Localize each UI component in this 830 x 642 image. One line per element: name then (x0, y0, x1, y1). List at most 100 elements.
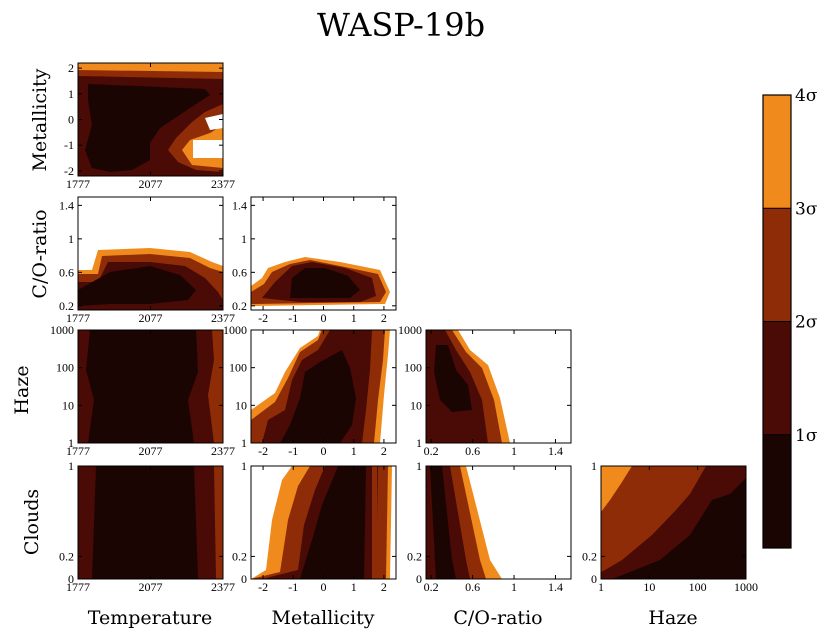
colorbar-tick-label: 1σ (795, 426, 818, 446)
y-axis-label-co-text: C/O-ratio (29, 209, 51, 298)
x-tick-label: 0 (321, 580, 327, 594)
x-tick-label: 2077 (139, 311, 163, 325)
y-axis-label-metallicity: Metallicity (29, 68, 51, 171)
x-tick-label: -2 (258, 444, 268, 458)
panel-frame (425, 329, 572, 444)
colorbar-tick-label: 4σ (795, 86, 818, 106)
y-tick-label: 1 (241, 459, 247, 473)
x-tick-label: 1 (351, 311, 357, 325)
y-tick-label: 0 (416, 572, 422, 586)
y-tick-label: 0 (241, 572, 247, 586)
y-axis-label-co: C/O-ratio (29, 209, 51, 298)
panel-metallicity-haze (251, 330, 396, 443)
y-tick-label: 1 (68, 436, 74, 450)
y-tick-label: -1 (64, 138, 74, 152)
x-tick-label: 1 (511, 580, 517, 594)
y-tick-label: 0 (68, 113, 74, 127)
colorbar-tick-label: 2σ (795, 313, 818, 333)
panel-metallicity-co (251, 197, 396, 310)
contour-level-1 (92, 466, 198, 579)
x-tick-label: 1777 (66, 177, 90, 191)
x-tick-label: 2077 (139, 177, 163, 191)
x-axis-label-temperature: Temperature (88, 607, 212, 629)
y-tick-label: 10 (62, 398, 74, 412)
x-tick-label: -2 (258, 311, 268, 325)
y-tick-label: 0.2 (59, 299, 74, 313)
panel-frame (600, 465, 747, 580)
x-tick-label: 1 (598, 580, 604, 594)
x-axis-label-haze: Haze (648, 607, 697, 629)
x-tick-label: 0.2 (424, 580, 439, 594)
x-tick-label: 2377 (211, 177, 235, 191)
y-tick-label: 100 (56, 361, 74, 375)
y-tick-label: 1 (416, 436, 422, 450)
x-tick-label: 0.6 (465, 444, 480, 458)
y-tick-label: 1000 (50, 323, 74, 337)
y-tick-label: 1000 (223, 323, 247, 337)
y-tick-label: 1 (68, 232, 74, 246)
x-tick-label: 2 (381, 580, 387, 594)
x-tick-label: 1.4 (548, 444, 563, 458)
x-tick-label: 2377 (211, 444, 235, 458)
x-tick-label: 0 (321, 444, 327, 458)
y-tick-label: 0.6 (59, 265, 74, 279)
x-tick-label: 2077 (139, 444, 163, 458)
panel-haze-clouds (601, 466, 746, 579)
contour-level-4 (601, 466, 632, 512)
y-tick-label: 100 (404, 361, 422, 375)
x-tick-label: 0.2 (424, 444, 439, 458)
y-tick-label: 2 (68, 61, 74, 75)
y-tick-label: 0.2 (59, 549, 74, 563)
y-tick-label: 1 (591, 459, 597, 473)
x-tick-label: 2077 (139, 580, 163, 594)
x-tick-label: 1.4 (548, 580, 563, 594)
x-axis-label-co: C/O-ratio (453, 607, 542, 629)
x-tick-label: 1000 (734, 580, 758, 594)
y-tick-label: 1 (68, 459, 74, 473)
y-tick-label: 0.2 (407, 549, 422, 563)
x-tick-label: 2 (381, 444, 387, 458)
panel-temperature-metallicity (78, 63, 223, 176)
x-tick-label: 2377 (211, 311, 235, 325)
x-tick-label: 1 (351, 580, 357, 594)
y-tick-label: 10 (235, 398, 247, 412)
contour-level-1 (86, 330, 198, 443)
contour-level-1 (85, 84, 210, 172)
y-axis-label-haze: Haze (11, 365, 33, 414)
y-axis-label-haze-text: Haze (11, 365, 33, 414)
x-axis-label-metallicity: Metallicity (272, 607, 375, 629)
contour-level-3 (601, 466, 706, 572)
y-tick-label: 100 (229, 361, 247, 375)
x-tick-label: 100 (689, 580, 707, 594)
colorbar-segment-4sigma (763, 95, 791, 209)
panel-co-clouds (426, 466, 571, 579)
white-region-upper (205, 114, 223, 130)
x-tick-label: 1777 (66, 311, 90, 325)
white-region (193, 140, 223, 158)
y-tick-label: -2 (64, 164, 74, 178)
x-tick-label: -2 (258, 580, 268, 594)
y-tick-label: 0.2 (232, 549, 247, 563)
panel-temperature-haze (78, 330, 223, 443)
y-tick-label: 1 (241, 232, 247, 246)
x-tick-label: 0.6 (465, 580, 480, 594)
contour-level-1 (78, 266, 196, 306)
y-tick-label: 0.2 (232, 299, 247, 313)
y-tick-label: 1000 (398, 323, 422, 337)
panel-frame (425, 465, 572, 580)
panel-co-haze (426, 330, 571, 443)
colorbar-segment-1sigma (763, 434, 791, 548)
chart-title: WASP-19b (317, 6, 485, 44)
contour-level-1 (290, 268, 360, 298)
contour-level-1 (300, 466, 366, 579)
y-tick-label: 10 (410, 398, 422, 412)
panel-temperature-co (78, 197, 223, 310)
y-tick-label: 1.4 (59, 198, 74, 212)
x-tick-label: 1777 (66, 444, 90, 458)
y-axis-label-metallicity-text: Metallicity (29, 68, 51, 171)
y-tick-label: 1 (68, 87, 74, 101)
y-axis-label-clouds: Clouds (21, 489, 43, 555)
y-tick-label: 1 (416, 459, 422, 473)
colorbar-segment-3sigma (763, 208, 791, 322)
